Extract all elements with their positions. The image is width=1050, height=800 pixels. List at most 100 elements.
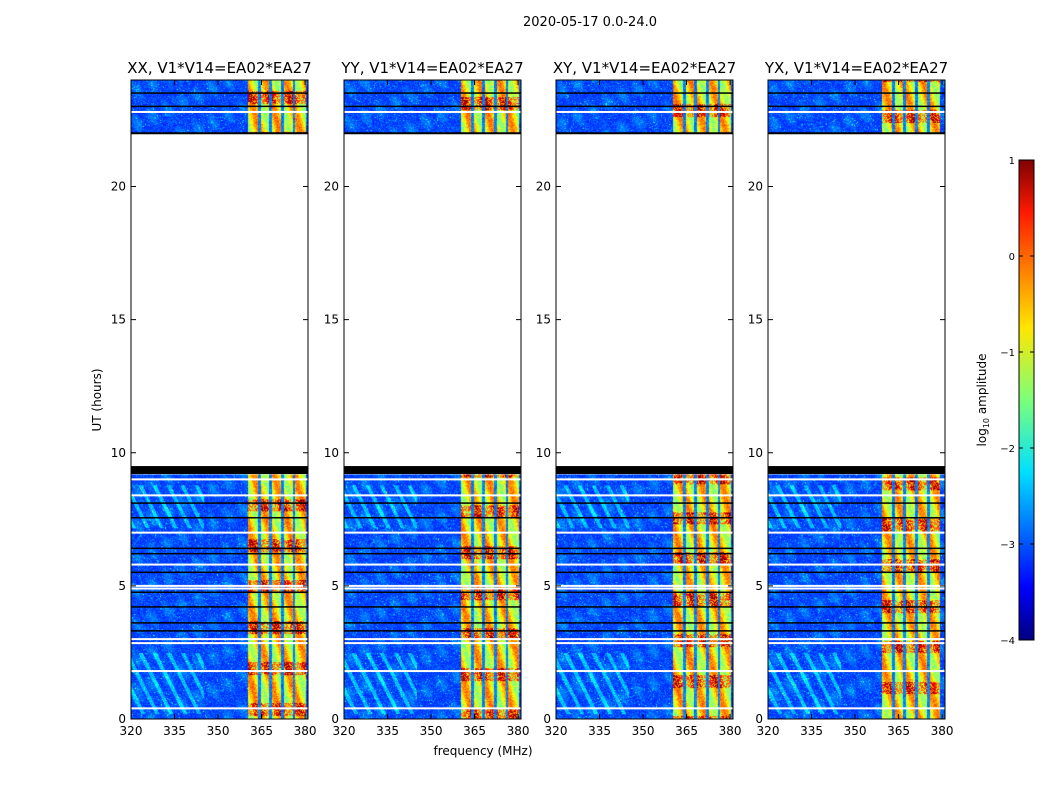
figure-suptitle: 2020-05-17 0.0-24.0 xyxy=(523,15,657,30)
y-tick-label: 5 xyxy=(543,579,551,593)
white-row xyxy=(344,642,521,645)
white-row xyxy=(768,563,945,566)
black-row xyxy=(556,606,733,608)
axes-frame xyxy=(130,79,309,720)
flagged-band xyxy=(768,466,945,475)
x-axis-label: frequency (MHz) xyxy=(433,744,532,758)
colorbar-label-prefix: log xyxy=(975,428,989,446)
x-tick-label: 365 xyxy=(463,724,486,738)
black-row xyxy=(131,571,308,574)
black-row xyxy=(131,591,308,594)
black-row xyxy=(344,630,521,632)
black-row xyxy=(556,516,733,519)
y-tick-label: 10 xyxy=(324,446,339,460)
colorbar-label: log10 amplitude xyxy=(975,354,991,447)
white-row xyxy=(556,478,733,481)
axes-frame xyxy=(555,79,734,720)
black-row xyxy=(131,606,308,608)
x-tick-label: 335 xyxy=(588,724,611,738)
black-row xyxy=(131,105,308,108)
blank-region xyxy=(556,133,733,467)
black-row xyxy=(131,516,308,519)
black-row xyxy=(768,92,945,94)
y-tick-label: 0 xyxy=(331,712,339,726)
white-row xyxy=(344,587,521,590)
black-row xyxy=(344,516,521,519)
colorbar-tick-label: 1 xyxy=(1009,156,1015,167)
black-row xyxy=(131,502,308,504)
white-row xyxy=(344,670,521,673)
x-tick-label: 350 xyxy=(420,724,443,738)
white-row xyxy=(344,707,521,710)
flagged-band xyxy=(556,466,733,475)
x-tick-label: 335 xyxy=(800,724,823,738)
black-row xyxy=(556,92,733,94)
black-row xyxy=(556,502,733,504)
black-row xyxy=(344,92,521,94)
y-tick-label: 0 xyxy=(118,712,126,726)
x-tick-label: 380 xyxy=(931,724,954,738)
black-row xyxy=(768,516,945,519)
white-row xyxy=(131,707,308,710)
axes-frame xyxy=(767,79,946,720)
colorbar-tick-label: −2 xyxy=(1000,444,1015,455)
black-row xyxy=(556,571,733,574)
black-row xyxy=(768,552,945,555)
white-row xyxy=(131,584,308,587)
white-row xyxy=(131,670,308,673)
black-row xyxy=(768,105,945,108)
white-row xyxy=(344,638,521,641)
y-tick-label: 10 xyxy=(536,446,551,460)
x-tick-label: 335 xyxy=(376,724,399,738)
black-row xyxy=(556,547,733,550)
block-edge xyxy=(344,132,521,135)
y-axis-label: UT (hours) xyxy=(90,368,104,431)
y-tick-label: 5 xyxy=(755,579,763,593)
flagged-band xyxy=(131,466,308,475)
black-row xyxy=(131,622,308,624)
colorbar-gradient xyxy=(1018,159,1035,641)
y-tick-label: 10 xyxy=(111,446,126,460)
white-row xyxy=(556,642,733,645)
white-row xyxy=(768,494,945,497)
white-row xyxy=(556,563,733,566)
white-row xyxy=(131,531,308,534)
white-row xyxy=(344,584,521,587)
white-row xyxy=(344,478,521,481)
x-tick-label: 350 xyxy=(207,724,230,738)
white-row xyxy=(131,110,308,113)
black-row xyxy=(768,571,945,574)
white-row xyxy=(131,563,308,566)
white-row xyxy=(131,642,308,645)
black-row xyxy=(768,547,945,550)
y-tick-label: 5 xyxy=(118,579,126,593)
panel-3: XY, V1*V14=EA02*EA27 320 335 350 365 380 0 5 10 1… xyxy=(536,59,742,738)
black-row xyxy=(556,105,733,108)
panel-title: YX, V1*V14=EA02*EA27 xyxy=(764,59,948,77)
y-tick-label: 5 xyxy=(331,579,339,593)
black-row xyxy=(344,571,521,574)
black-row xyxy=(344,105,521,108)
x-tick-label: 380 xyxy=(507,724,530,738)
y-tick-label: 15 xyxy=(111,313,126,327)
x-tick-label: 335 xyxy=(163,724,186,738)
flagged-band xyxy=(344,466,521,475)
black-row xyxy=(131,547,308,550)
colorbar-tick-label: 0 xyxy=(1009,252,1015,263)
y-tick-label: 15 xyxy=(324,313,339,327)
colorbar-tick-label: −4 xyxy=(1000,636,1015,647)
colorbar: 10−1−2−3−4 log10 amplitude xyxy=(975,156,1035,647)
y-tick-label: 15 xyxy=(748,313,763,327)
white-row xyxy=(768,587,945,590)
white-row xyxy=(344,110,521,113)
white-row xyxy=(556,707,733,710)
x-tick-label: 380 xyxy=(719,724,742,738)
black-row xyxy=(344,622,521,624)
white-row xyxy=(556,584,733,587)
x-tick-label: 350 xyxy=(632,724,655,738)
black-row xyxy=(556,622,733,624)
x-tick-label: 365 xyxy=(887,724,910,738)
white-row xyxy=(556,670,733,673)
black-row xyxy=(344,606,521,608)
white-row xyxy=(768,531,945,534)
